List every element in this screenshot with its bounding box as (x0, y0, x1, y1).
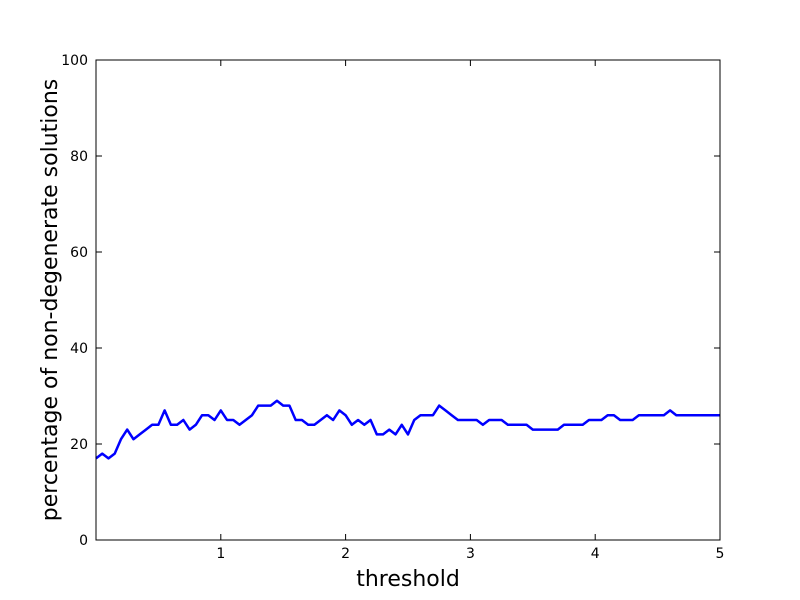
y-tick-label: 60 (70, 245, 88, 261)
y-tick-label: 80 (70, 149, 88, 165)
x-tick-label: 1 (216, 546, 225, 562)
y-tick-label: 0 (79, 533, 88, 549)
plot-frame (95, 59, 721, 541)
y-axis-label: percentage of non-degenerate solutions (38, 79, 63, 521)
y-tick-label: 40 (70, 341, 88, 357)
series-layer (95, 399, 720, 460)
y-tick-label: 100 (61, 53, 88, 69)
x-tick-label: 3 (466, 546, 475, 562)
y-tick-label: 20 (70, 437, 88, 453)
x-tick-label: 4 (591, 546, 600, 562)
x-tick-label: 5 (716, 546, 725, 562)
x-axis-label: threshold (356, 567, 460, 592)
series-line (95, 399, 720, 460)
axis-ticks: 1 2 3 4 5 0 20 40 60 80 100 (61, 53, 724, 562)
x-tick-label: 2 (341, 546, 350, 562)
